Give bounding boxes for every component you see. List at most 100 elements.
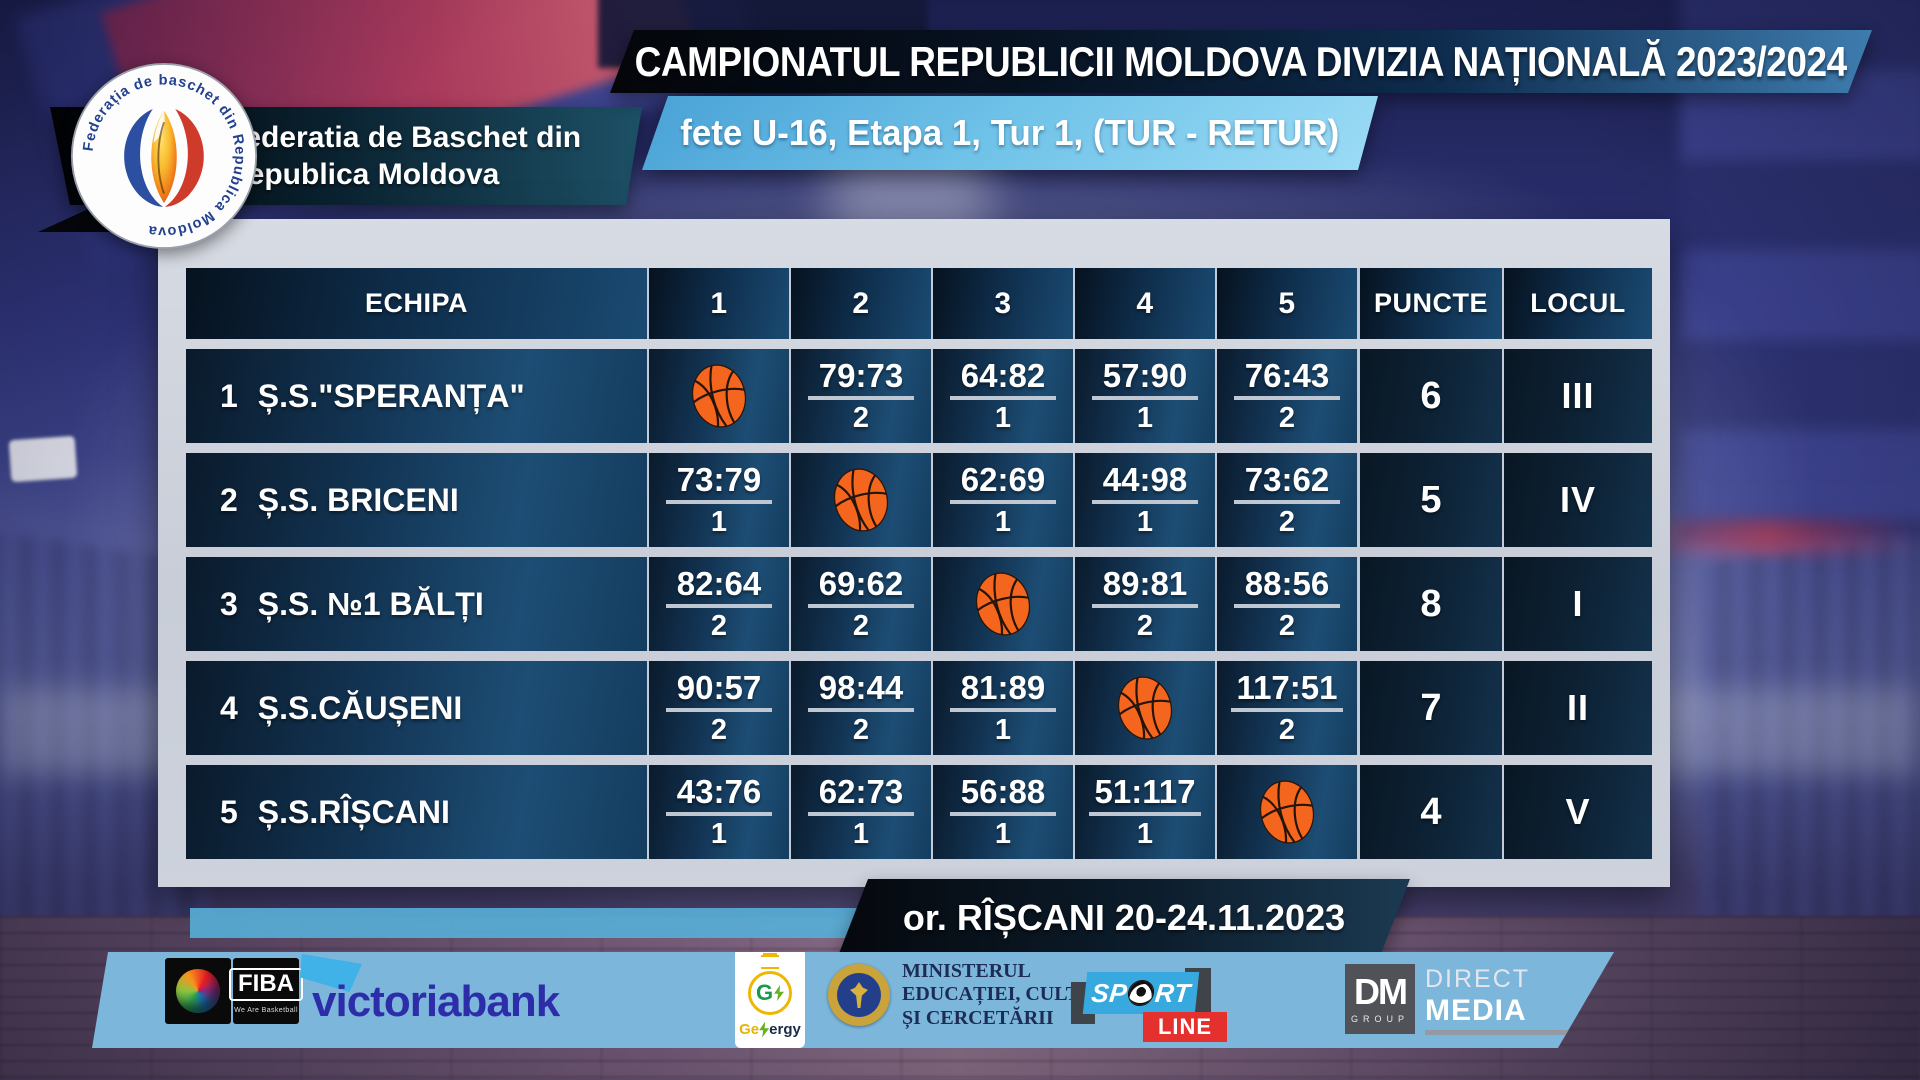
match-points: 1 — [1136, 402, 1154, 435]
self-match-cell — [931, 557, 1073, 651]
match-points: 1 — [710, 818, 728, 851]
score-cell: 73:62 2 — [1215, 453, 1357, 547]
match-score: 44:98 — [1091, 462, 1199, 505]
score-cell: 90:57 2 — [647, 661, 789, 755]
lightbulb-icon: G — [748, 971, 792, 1015]
ministry-line3: ȘI CERCETĂRII — [902, 1006, 1054, 1029]
team-name: Ș.S. BRICENI — [257, 481, 459, 518]
match-points: 1 — [852, 818, 870, 851]
soccer-ball-icon — [1127, 980, 1156, 1006]
locul-cell: IV — [1502, 453, 1652, 547]
match-score: 43:76 — [665, 774, 773, 817]
match-points: 2 — [852, 402, 870, 435]
score-cell: 64:82 1 — [931, 349, 1073, 443]
match-score: 57:90 — [1091, 358, 1199, 401]
fiba-wordmark: FIBA — [229, 968, 303, 1001]
match-points: 1 — [994, 402, 1012, 435]
self-match-cell — [1073, 661, 1215, 755]
location-date: or. RÎȘCANI 20-24.11.2023 — [902, 896, 1346, 938]
score-cell: 62:73 1 — [789, 765, 931, 859]
locul-cell: V — [1502, 765, 1652, 859]
locul-cell: II — [1502, 661, 1652, 755]
self-match-cell — [789, 453, 931, 547]
stage-subtitle: fete U-16, Etapa 1, Tur 1, (TUR - RETUR) — [680, 112, 1340, 153]
score-cell: 82:64 2 — [647, 557, 789, 651]
match-points: 1 — [994, 506, 1012, 539]
column-header-5: 5 — [1215, 268, 1357, 339]
ministry-line2: EDUCAȚIEI, CULTURII — [902, 983, 1124, 1006]
basketball-icon — [1259, 780, 1315, 844]
location-date-banner: or. RÎȘCANI 20-24.11.2023 — [838, 879, 1410, 956]
match-points: 2 — [1278, 506, 1296, 539]
match-score: 117:51 — [1230, 670, 1344, 713]
match-points: 2 — [852, 714, 870, 747]
team-cell-5: 5 Ș.S.RÎȘCANI — [186, 765, 647, 859]
team-cell-3: 3 Ș.S. №1 BĂLȚI — [186, 557, 647, 651]
score-cell: 81:89 1 — [931, 661, 1073, 755]
match-points: 2 — [1278, 610, 1296, 643]
score-cell: 51:117 1 — [1073, 765, 1215, 859]
match-score: 89:81 — [1091, 566, 1199, 609]
ministry-name: MINISTERUL EDUCAȚIEI, CULTURII ȘI CERCET… — [902, 960, 1124, 1030]
match-score: 56:88 — [949, 774, 1057, 817]
subtitle-banner: fete U-16, Etapa 1, Tur 1, (TUR - RETUR) — [642, 96, 1378, 170]
fiba-tagline: We Are Basketball — [234, 1006, 298, 1014]
team-rank-number: 2 — [220, 481, 238, 518]
victoriabank-wordmark: victoriabank — [312, 977, 560, 1026]
match-score: 73:62 — [1233, 462, 1341, 505]
match-score: 62:69 — [949, 462, 1057, 505]
direct-media-logo: DM GROUP DIRECT MEDIA — [1345, 964, 1530, 1034]
match-score: 98:44 — [807, 670, 915, 713]
team-cell-1: 1 Ș.S."SPERANȚA" — [186, 349, 647, 443]
match-points: 1 — [994, 818, 1012, 851]
match-score: 64:82 — [949, 358, 1057, 401]
sponsor-strip: FIBA We Are Basketball victoriabank G Ge… — [92, 952, 1624, 1048]
match-points: 2 — [710, 714, 728, 747]
match-points: 1 — [1136, 506, 1154, 539]
team-rank-number: 5 — [220, 793, 238, 830]
ministry-line1: MINISTERUL — [902, 960, 1031, 982]
score-cell: 79:73 2 — [789, 349, 931, 443]
match-points: 1 — [1136, 818, 1154, 851]
team-rank-number: 4 — [220, 689, 238, 726]
fiba-globe-icon — [165, 958, 231, 1024]
column-header-puncte: PUNCTE — [1357, 268, 1502, 339]
fiba-wordmark-box: FIBA We Are Basketball — [233, 958, 299, 1024]
team-cell-4: 4 Ș.S.CĂUȘENI — [186, 661, 647, 755]
date-strip — [190, 908, 858, 938]
score-cell: 57:90 1 — [1073, 349, 1215, 443]
sport-wordmark: SP RT — [1083, 972, 1199, 1014]
basketball-icon — [691, 364, 747, 428]
score-cell: 98:44 2 — [789, 661, 931, 755]
puncte-cell: 6 — [1357, 349, 1502, 443]
score-cell: 43:76 1 — [647, 765, 789, 859]
column-header-2: 2 — [789, 268, 931, 339]
puncte-cell: 7 — [1357, 661, 1502, 755]
score-cell: 69:62 2 — [789, 557, 931, 651]
federation-logo: Federația de baschet din Republica Moldo… — [70, 62, 258, 250]
bulb-cap-icon — [761, 955, 779, 969]
team-name: Ș.S.RÎȘCANI — [257, 793, 450, 830]
date-banner-wrap: or. RÎȘCANI 20-24.11.2023 — [838, 879, 1410, 956]
match-score: 51:117 — [1088, 774, 1202, 817]
federation-logo-emblem: Federația de baschet din Republica Moldo… — [70, 62, 258, 250]
line-wordmark: LINE — [1143, 1012, 1227, 1042]
logo-blue-swoosh — [124, 109, 164, 207]
lightning-bolt-icon — [759, 1022, 769, 1038]
match-score: 90:57 — [665, 670, 773, 713]
match-score: 73:79 — [665, 462, 773, 505]
match-points: 1 — [710, 506, 728, 539]
gexergy-logo: G Ge ergy — [735, 948, 805, 1048]
puncte-cell: 8 — [1357, 557, 1502, 651]
score-cell: 117:51 2 — [1215, 661, 1357, 755]
logo-red-swoosh — [164, 109, 204, 207]
locul-cell: I — [1502, 557, 1652, 651]
locul-cell: III — [1502, 349, 1652, 443]
basketball-icon — [975, 572, 1031, 636]
match-points: 2 — [1136, 610, 1154, 643]
self-match-cell — [1215, 765, 1357, 859]
team-cell-2: 2 Ș.S. BRICENI — [186, 453, 647, 547]
column-header-locul: LOCUL — [1502, 268, 1652, 339]
championship-title-banner: CAMPIONATUL REPUBLICII MOLDOVA DIVIZIA N… — [610, 30, 1872, 93]
